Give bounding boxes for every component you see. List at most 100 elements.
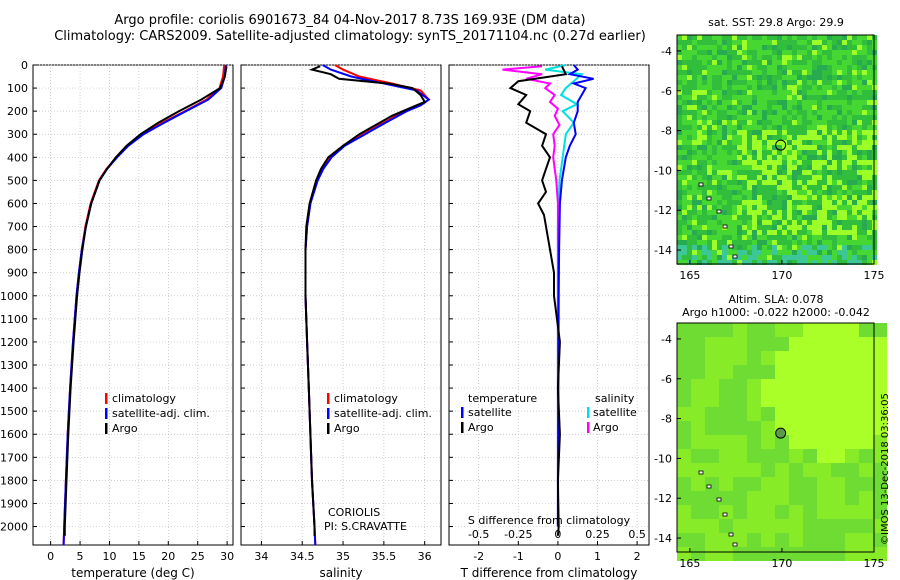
x-tick-label: 25 (191, 550, 205, 563)
map-cell (842, 195, 847, 200)
map-cell (732, 170, 737, 175)
map-cell (705, 351, 719, 365)
map-cell (789, 519, 803, 533)
map-cell (842, 135, 847, 140)
map-cell (682, 60, 687, 65)
map-cell (732, 150, 737, 155)
map-cell (837, 220, 842, 225)
map-cell (707, 230, 712, 235)
map-cell (722, 150, 727, 155)
map-cell (677, 250, 682, 255)
map-cell (832, 240, 837, 245)
map-cell (837, 240, 842, 245)
map-cell (827, 120, 832, 125)
map-cell (691, 379, 705, 393)
map-cell (677, 225, 682, 230)
map-cell (803, 421, 817, 435)
map-cell (697, 255, 702, 260)
map-cell (732, 240, 737, 245)
map-cell (687, 185, 692, 190)
map-cell (687, 130, 692, 135)
map-cell (831, 491, 845, 505)
map-cell (802, 225, 807, 230)
map-cell (697, 185, 702, 190)
map-cell (687, 145, 692, 150)
map-cell (812, 105, 817, 110)
map-cell (722, 135, 727, 140)
map-cell (827, 125, 832, 130)
map-cell (762, 60, 767, 65)
map-cell (873, 491, 887, 505)
map-cell (742, 145, 747, 150)
map-cell (697, 130, 702, 135)
map-cell (737, 115, 742, 120)
map-cell (782, 260, 787, 265)
map-cell (747, 70, 752, 75)
map-cell (682, 200, 687, 205)
map-cell (742, 130, 747, 135)
map-cell (797, 160, 802, 165)
map-cell (817, 351, 831, 365)
map-cell (842, 150, 847, 155)
y-tick-label: 400 (7, 151, 28, 164)
map-cell (812, 65, 817, 70)
map-cell (752, 195, 757, 200)
map-cell (822, 155, 827, 160)
map-cell (705, 533, 719, 547)
map-cell (757, 170, 762, 175)
map-cell (732, 65, 737, 70)
map-cell (787, 200, 792, 205)
map-cell (837, 80, 842, 85)
map-cell (747, 130, 752, 135)
map-cell (692, 215, 697, 220)
map-cell (852, 110, 857, 115)
map-cell (737, 150, 742, 155)
map-cell (752, 185, 757, 190)
map-cell (831, 449, 845, 463)
map-cell (837, 175, 842, 180)
map-cell (789, 533, 803, 547)
map-cell (702, 200, 707, 205)
map-cell (705, 547, 719, 561)
map-cell (837, 210, 842, 215)
map-cell (775, 519, 789, 533)
map-cell (787, 110, 792, 115)
map-cell (687, 210, 692, 215)
map-cell (857, 140, 862, 145)
map-cell (733, 323, 747, 337)
map-cell (767, 70, 772, 75)
map-cell (747, 205, 752, 210)
map-cell (762, 230, 767, 235)
map-cell (737, 70, 742, 75)
map-cell (722, 185, 727, 190)
map-cell (767, 235, 772, 240)
map-cell (682, 165, 687, 170)
map-cell (822, 55, 827, 60)
map-cell (847, 50, 852, 55)
map-x-tick-label: 165 (679, 269, 700, 282)
map-cell (852, 180, 857, 185)
map-cell (847, 145, 852, 150)
map-cell (847, 80, 852, 85)
series-tdiff-argo (508, 65, 568, 536)
map-cell (712, 115, 717, 120)
map-cell (787, 165, 792, 170)
map-cell (702, 235, 707, 240)
map-cell (857, 60, 862, 65)
map-cell (775, 505, 789, 519)
map-cell (727, 55, 732, 60)
map-cell (845, 407, 859, 421)
map-cell (692, 100, 697, 105)
map-cell (717, 50, 722, 55)
map-cell (747, 110, 752, 115)
map-cell (742, 200, 747, 205)
map-cell (712, 135, 717, 140)
map-cell (827, 180, 832, 185)
map-cell (852, 130, 857, 135)
map-cell (717, 35, 722, 40)
map-cell (762, 185, 767, 190)
map-cell (717, 240, 722, 245)
map-cell (807, 60, 812, 65)
map-cell (702, 115, 707, 120)
map-cell (682, 110, 687, 115)
